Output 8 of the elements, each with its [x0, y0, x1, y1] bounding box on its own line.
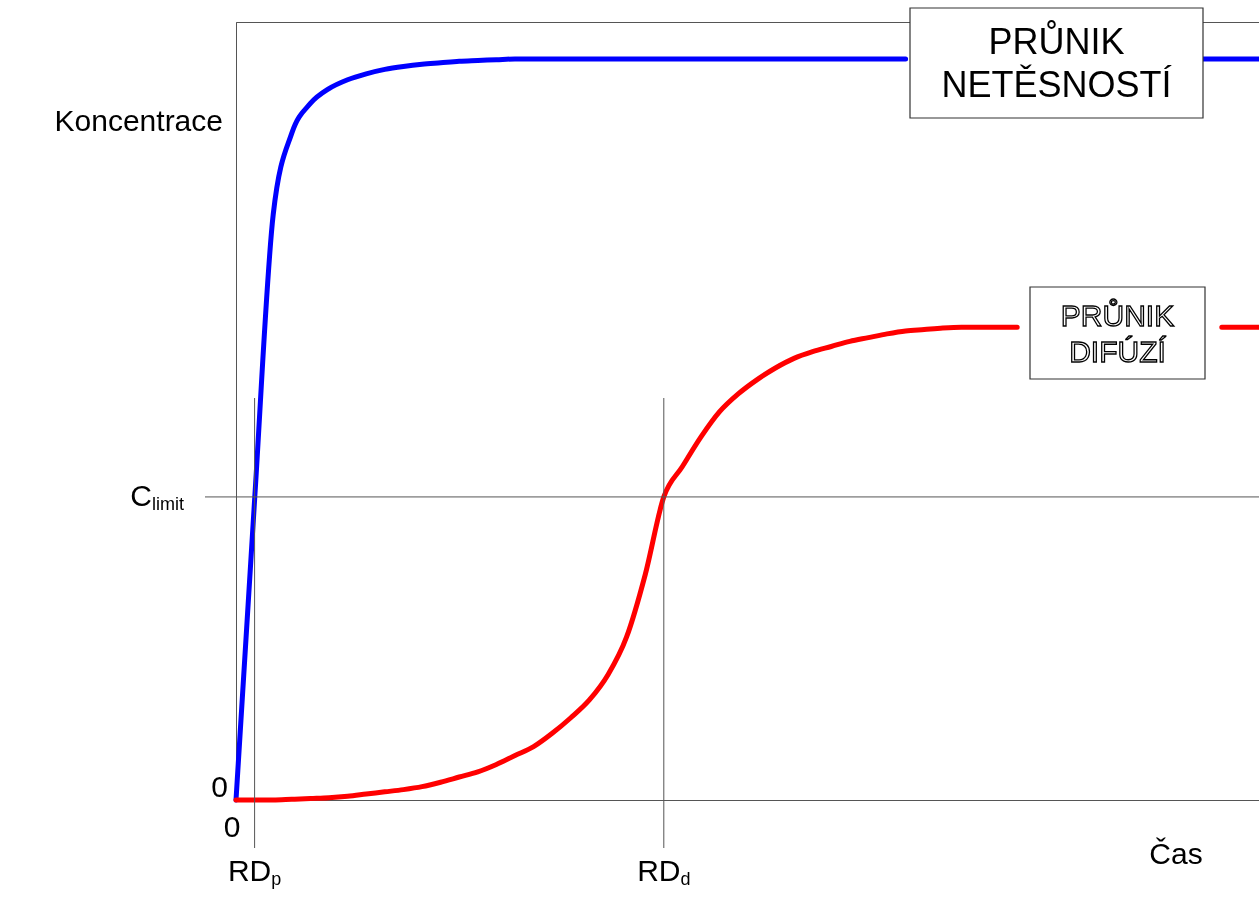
text: 0	[211, 770, 228, 803]
x-axis-title: Čas	[1149, 837, 1203, 870]
y-axis-title: Koncentrace	[54, 104, 223, 137]
x-tick-label: RD$_{p}$	[227, 854, 282, 889]
series-label: PRŮNIK DIFÚZÍ	[1060, 299, 1175, 368]
x-tick-label: RD$_{d}$	[637, 854, 691, 889]
series-label: PRŮNIK NETĚSNOSTÍ	[941, 20, 1172, 105]
ref-line-label: C$_{limit}$	[130, 478, 184, 514]
